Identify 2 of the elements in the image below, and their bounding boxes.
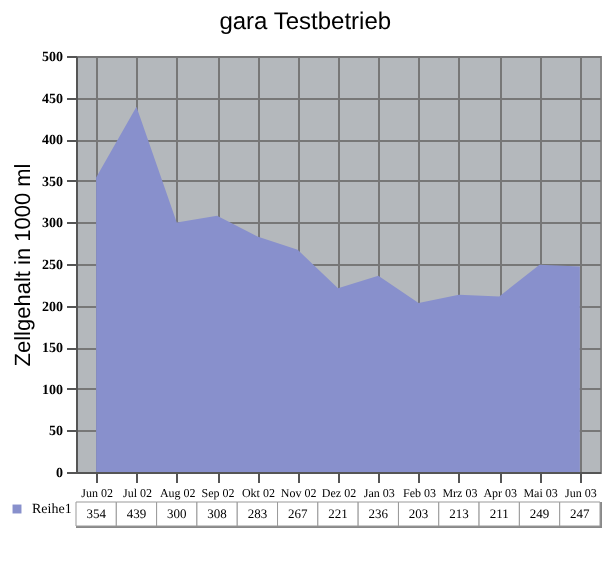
y-axis-title: Zellgehalt in 1000 ml xyxy=(12,163,36,367)
chart-title: gara Testbetrieb xyxy=(219,7,392,35)
